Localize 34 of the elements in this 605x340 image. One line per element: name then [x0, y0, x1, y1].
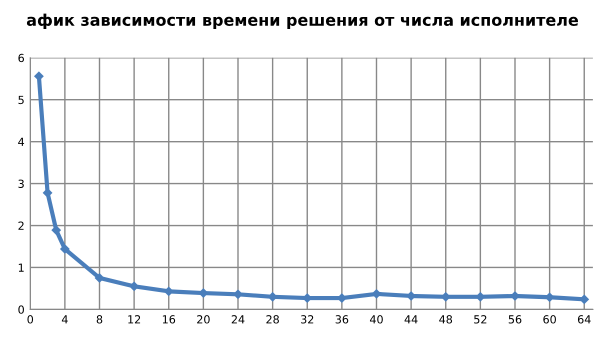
- x-tick-label: 56: [508, 315, 522, 324]
- point: [60, 244, 70, 254]
- x-tick-label: 40: [370, 315, 383, 324]
- chart-title: афик зависимости времени решения от числа исполнителе: [26, 14, 578, 30]
- point: [302, 293, 312, 303]
- x-tick-label: 12: [128, 315, 140, 324]
- y-tick-label: 0: [18, 305, 24, 314]
- x-tick-label: 24: [232, 315, 244, 324]
- y-tick-label: 3: [18, 180, 24, 188]
- x-tick-label: 16: [162, 315, 176, 324]
- x-tick-label: 52: [474, 315, 486, 324]
- y-tick-label: 1: [18, 264, 24, 272]
- x-tick-label: 48: [439, 315, 452, 324]
- x-tick-label: 36: [336, 315, 348, 324]
- y-tick-label: 4: [18, 138, 24, 146]
- x-tick-label: 32: [301, 315, 314, 324]
- x-tick-label: 44: [404, 315, 418, 324]
- point: [94, 273, 104, 283]
- point: [42, 188, 52, 198]
- point: [34, 72, 44, 81]
- x-tick-label: 0: [27, 315, 34, 324]
- y-tick-label: 5: [18, 96, 24, 104]
- point: [233, 290, 243, 299]
- x-tick-label: 60: [543, 315, 556, 324]
- x-tick-label: 8: [96, 315, 102, 324]
- point: [52, 226, 61, 235]
- y-tick-label: 2: [18, 222, 24, 230]
- point: [130, 282, 139, 291]
- x-tick-label: 20: [197, 315, 210, 324]
- y-tick-label: 6: [18, 54, 24, 62]
- point: [337, 293, 346, 303]
- x-tick-label: 28: [266, 315, 279, 324]
- x-tick-label: 4: [62, 315, 68, 324]
- x-tick-label: 64: [578, 315, 591, 324]
